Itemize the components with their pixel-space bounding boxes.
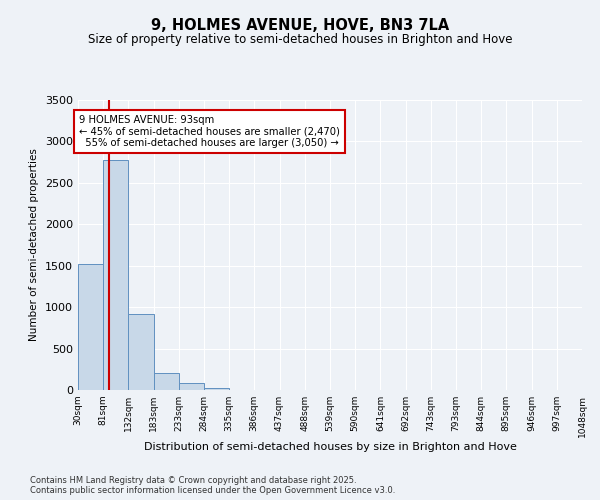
Bar — [128, 314, 154, 390]
Bar — [179, 384, 204, 390]
Y-axis label: Number of semi-detached properties: Number of semi-detached properties — [29, 148, 40, 342]
Bar — [78, 264, 103, 390]
Text: 9 HOLMES AVENUE: 93sqm
← 45% of semi-detached houses are smaller (2,470)
  55% o: 9 HOLMES AVENUE: 93sqm ← 45% of semi-det… — [79, 115, 340, 148]
Bar — [204, 388, 229, 390]
Text: Contains HM Land Registry data © Crown copyright and database right 2025.
Contai: Contains HM Land Registry data © Crown c… — [30, 476, 395, 495]
X-axis label: Distribution of semi-detached houses by size in Brighton and Hove: Distribution of semi-detached houses by … — [143, 442, 517, 452]
Text: 9, HOLMES AVENUE, HOVE, BN3 7LA: 9, HOLMES AVENUE, HOVE, BN3 7LA — [151, 18, 449, 32]
Bar — [103, 160, 128, 390]
Text: Size of property relative to semi-detached houses in Brighton and Hove: Size of property relative to semi-detach… — [88, 32, 512, 46]
Bar — [154, 374, 179, 390]
